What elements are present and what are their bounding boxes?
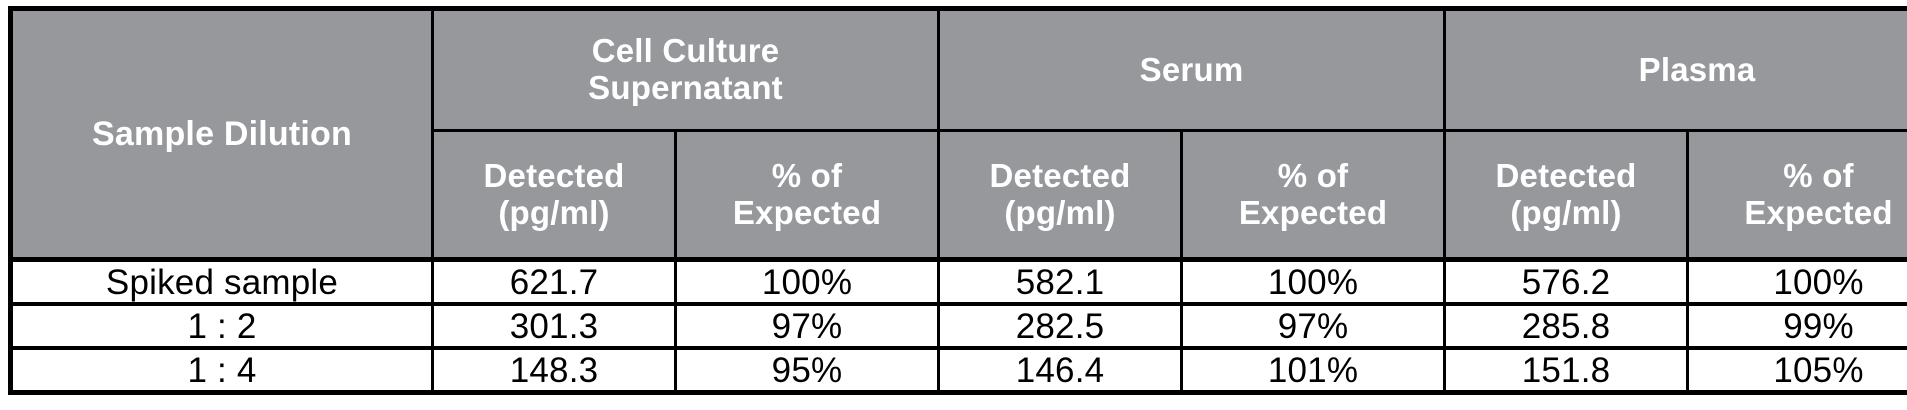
- column-header-serum-detected: Detected (pg/ml): [937, 129, 1184, 261]
- column-header-serum-detected-line2: (pg/ml): [1004, 193, 1116, 231]
- cell-serum-percent: 100%: [1180, 257, 1447, 306]
- cell-ccs-detected: 301.3: [431, 302, 677, 350]
- column-header-ccs-percent-line2: Expected: [732, 193, 882, 231]
- cell-plasma-percent: 105%: [1686, 346, 1907, 395]
- column-header-serum-percent-line1: % of: [1277, 156, 1349, 194]
- cell-serum-percent: 97%: [1180, 302, 1447, 350]
- column-header-ccs-percent-line1: % of: [771, 156, 843, 194]
- column-header-ccs-percent: % of Expected: [673, 129, 941, 261]
- cell-plasma-percent: 100%: [1686, 257, 1907, 306]
- column-header-ccs-detected: Detected (pg/ml): [431, 129, 677, 261]
- cell-ccs-percent: 95%: [673, 346, 941, 395]
- cell-serum-detected: 582.1: [937, 257, 1184, 306]
- group-header-serum: Serum: [937, 7, 1447, 132]
- cell-plasma-detected: 151.8: [1443, 346, 1690, 395]
- table-body: Spiked sample 621.7 100% 582.1 100% 576.…: [9, 257, 1907, 395]
- column-header-plasma-detected-line2: (pg/ml): [1510, 193, 1622, 231]
- cell-dilution: 1 : 4: [9, 346, 434, 395]
- group-header-cell-culture-supernatant: Cell Culture Supernatant: [430, 7, 941, 132]
- column-header-serum-percent-line2: Expected: [1238, 193, 1388, 231]
- cell-ccs-detected: 148.3: [431, 346, 677, 395]
- cell-serum-percent: 101%: [1180, 346, 1447, 395]
- column-header-plasma-percent-line1: % of: [1783, 156, 1854, 194]
- table-header: Sample Dilution Cell Culture Supernatant…: [9, 7, 1907, 261]
- linearity-dilution-table: Sample Dilution Cell Culture Supernatant…: [8, 6, 1907, 395]
- column-header-serum-percent: % of Expected: [1180, 129, 1447, 261]
- table-row: Spiked sample 621.7 100% 582.1 100% 576.…: [9, 257, 1907, 306]
- table-header-sub-row: Detected (pg/ml) % of Expected Detected …: [11, 129, 1907, 261]
- cell-serum-detected: 282.5: [937, 302, 1184, 350]
- cell-ccs-detected: 621.7: [431, 257, 677, 306]
- cell-plasma-detected: 576.2: [1443, 257, 1690, 306]
- cell-dilution: 1 : 2: [9, 302, 434, 350]
- group-header-cell-culture-supernatant-line1: Cell Culture: [591, 32, 780, 70]
- column-header-plasma-detected: Detected (pg/ml): [1443, 129, 1690, 261]
- group-header-cell-culture-supernatant-line2: Supernatant: [588, 69, 783, 106]
- column-header-serum-detected-line1: Detected: [989, 156, 1131, 194]
- cell-plasma-percent: 99%: [1686, 302, 1907, 350]
- table-header-group-row: Sample Dilution Cell Culture Supernatant…: [9, 7, 1907, 261]
- column-header-plasma-percent-line2: Expected: [1744, 193, 1893, 231]
- column-header-plasma-detected-line1: Detected: [1495, 156, 1637, 194]
- table-row: 1 : 2 301.3 97% 282.5 97% 285.8 99%: [9, 302, 1907, 350]
- cell-dilution: Spiked sample: [9, 257, 434, 306]
- cell-ccs-percent: 100%: [673, 257, 941, 306]
- column-header-plasma-percent: % of Expected: [1686, 129, 1907, 261]
- cell-plasma-detected: 285.8: [1443, 302, 1690, 350]
- cell-ccs-percent: 97%: [673, 302, 941, 350]
- group-header-plasma: Plasma: [1443, 7, 1907, 132]
- column-header-sample-dilution: Sample Dilution: [9, 7, 434, 261]
- column-header-ccs-detected-line1: Detected: [483, 156, 625, 194]
- cell-serum-detected: 146.4: [937, 346, 1184, 395]
- column-header-ccs-detected-line2: (pg/ml): [498, 193, 610, 231]
- table-row: 1 : 4 148.3 95% 146.4 101% 151.8 105%: [9, 346, 1907, 395]
